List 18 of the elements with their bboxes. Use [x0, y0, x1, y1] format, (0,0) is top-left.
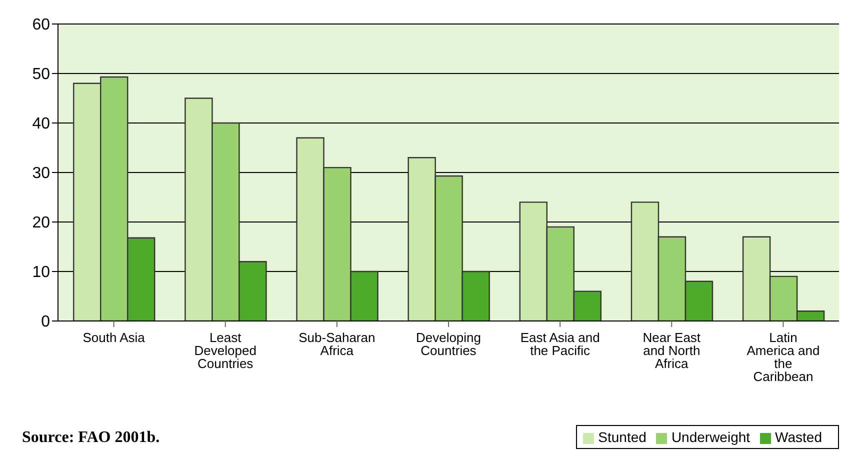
x-tick-label: South Asia: [82, 330, 146, 346]
y-tick-label: 50: [32, 66, 50, 84]
y-tick-label: 60: [32, 16, 50, 34]
y-tick-label: 20: [32, 214, 50, 232]
x-tick-label: Developing Countries: [416, 330, 482, 358]
y-tick-label: 40: [32, 116, 50, 133]
y-tick-label: 0: [41, 314, 50, 331]
x-tick-label: Near East and North Africa: [642, 330, 701, 372]
x-tick-label: East Asia and the Pacific: [520, 330, 600, 358]
source-note: Source: FAO 2001b.: [22, 429, 160, 447]
x-tick-label: Latin America and the Caribbean: [746, 330, 820, 384]
legend-label: Wasted: [775, 429, 822, 445]
y-tick-label: 30: [32, 165, 50, 182]
x-tick-label: Least Developed Countries: [194, 330, 256, 372]
legend-label: Underweight: [671, 429, 750, 445]
x-tick-label: Sub-Saharan Africa: [298, 330, 376, 358]
legend-label: Stunted: [598, 429, 646, 445]
y-tick-label: 10: [32, 264, 50, 282]
